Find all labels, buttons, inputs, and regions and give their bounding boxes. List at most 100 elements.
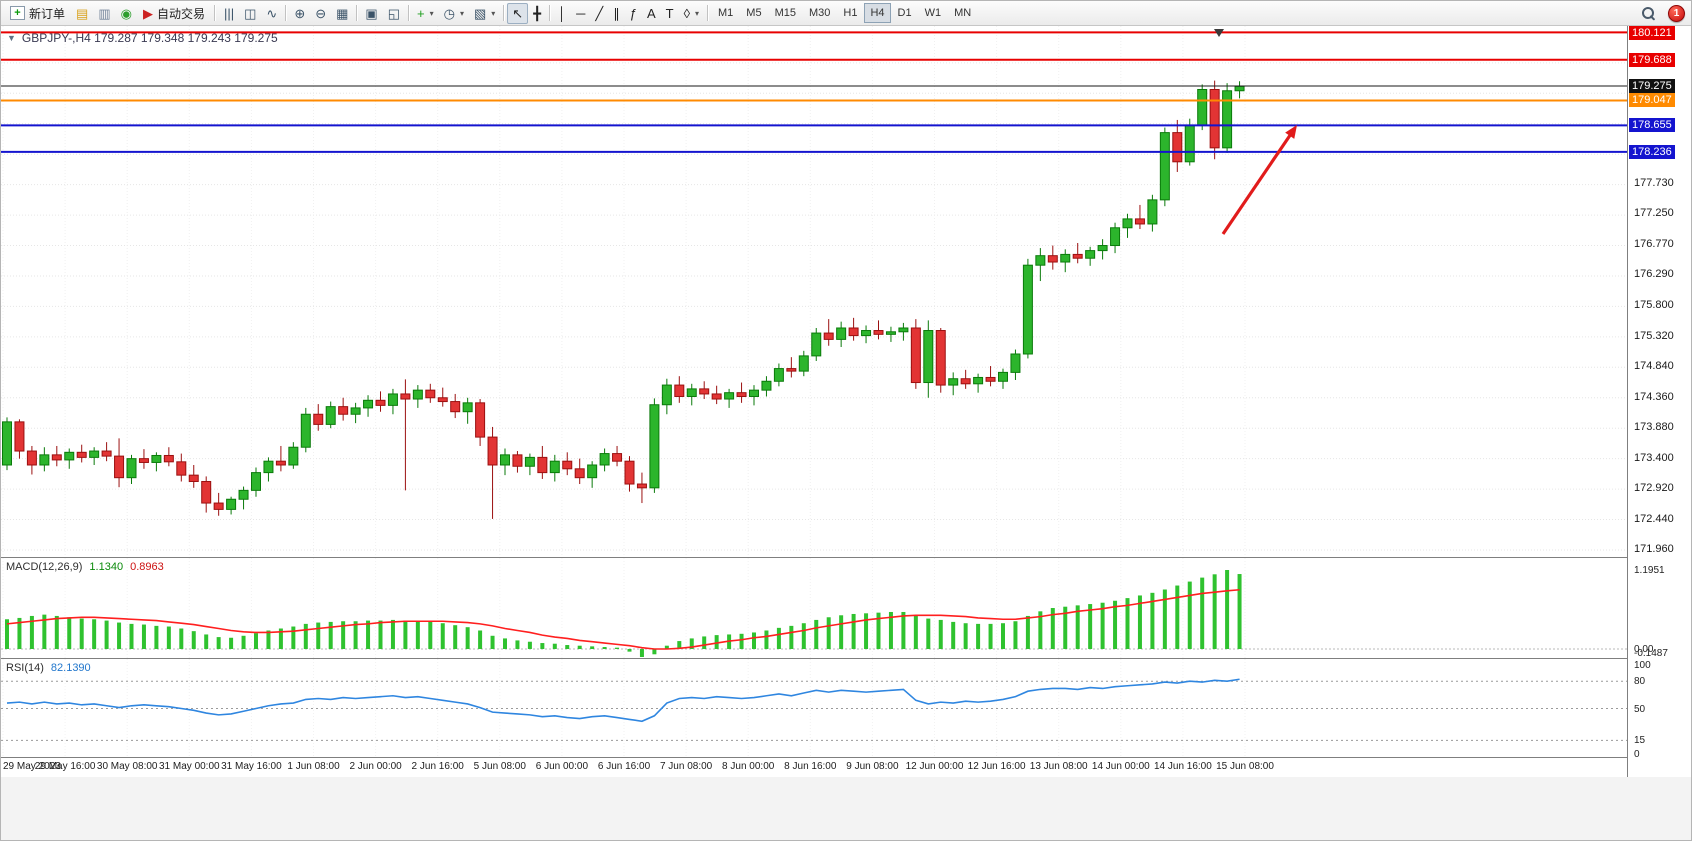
autotrading-button[interactable]: ▶ 自动交易 [138, 3, 210, 24]
timeframe-m30-button[interactable]: M30 [803, 3, 836, 23]
crosshair-button[interactable]: ╋ [528, 3, 546, 24]
candle-body [375, 399, 386, 406]
macd-histogram-bar [565, 645, 570, 649]
chart-shift-marker[interactable] [1214, 29, 1224, 37]
line-chart-icon: ∿ [266, 5, 278, 21]
candle-body [350, 407, 361, 415]
timeframe-m1-button[interactable]: M1 [712, 3, 739, 23]
timeframe-mn-button[interactable]: MN [948, 3, 977, 23]
candle-body [201, 480, 212, 504]
cascade-windows-button[interactable]: ◱ [383, 3, 405, 24]
timeframe-d1-button[interactable]: D1 [892, 3, 918, 23]
candle-body [973, 376, 984, 385]
timeframe-m5-button[interactable]: M5 [740, 3, 767, 23]
rsi-panel[interactable]: RSI(14) 82.1390 [1, 658, 1627, 757]
macd-histogram-bar [1001, 623, 1005, 649]
add-indicator-button[interactable]: + ▾ [412, 3, 439, 24]
time-axis-label: 30 May 08:00 [96, 761, 158, 772]
bar-chart-button[interactable]: ||| [219, 3, 239, 24]
candle-body [960, 378, 971, 385]
price-tick-label: 171.960 [1634, 542, 1674, 555]
time-axis-label: 13 Jun 08:00 [1029, 761, 1088, 772]
macd-histogram-bar [5, 619, 9, 649]
tile-windows-button[interactable]: ▦ [331, 3, 353, 24]
timeframe-w1-button[interactable]: W1 [919, 3, 948, 23]
autotrading-icon: ▶ [142, 5, 153, 21]
fibonacci-button[interactable]: ƒ [625, 3, 642, 24]
horizontal-line-button[interactable]: ─ [571, 3, 590, 24]
macd-histogram-bar [864, 613, 869, 649]
vertical-line-button[interactable]: │ [553, 3, 571, 24]
line-chart-button[interactable]: ∿ [261, 3, 282, 24]
print-button[interactable]: ▥ [93, 3, 115, 24]
text-button[interactable]: A [642, 3, 661, 24]
macd-histogram-bar [527, 641, 532, 649]
text-label-button[interactable]: T [661, 3, 679, 24]
main-chart-svg[interactable] [1, 26, 1627, 557]
candle-body [612, 453, 623, 462]
arrange-windows-button[interactable]: ▣ [360, 3, 382, 24]
main-chart-panel[interactable]: ▼ GBPJPY-,H4 179.287 179.348 179.243 179… [1, 26, 1627, 557]
toolbar-separator [408, 5, 410, 21]
market-watch-button[interactable]: ▤ [71, 3, 93, 24]
price-axis[interactable]: 177.730 177.250 176.770 176.290 175.800 175.3… [1627, 26, 1691, 777]
rsi-label: RSI(14) [6, 662, 44, 674]
rsi-axis-label: 0 [1634, 749, 1640, 760]
candle-body [89, 450, 100, 458]
candle-body [338, 406, 349, 415]
one-click-trading-toggle[interactable]: ▼ [7, 32, 16, 43]
new-order-button[interactable]: + 新订单 [5, 3, 70, 24]
zoom-out-button[interactable]: ⊖ [310, 3, 331, 24]
objects-dropdown-button[interactable]: ◊ ▾ [679, 3, 704, 24]
macd-histogram-bar [664, 645, 669, 650]
macd-histogram-bar [976, 623, 981, 649]
price-level-label: 178.655 [1629, 118, 1675, 133]
candle-body [450, 401, 461, 413]
cursor-button[interactable]: ↖ [507, 2, 529, 24]
trendline-button[interactable]: ╱ [590, 3, 608, 24]
candle-body [1134, 218, 1145, 225]
price-tick-label: 172.440 [1634, 512, 1674, 525]
toolbar-left-icons-group: ▤ ▥ ◉ [71, 3, 137, 24]
period-selector-button[interactable]: ◷ ▾ [439, 3, 469, 24]
notification-badge[interactable]: 1 [1668, 4, 1685, 22]
timeframe-h4-button[interactable]: H4 [864, 3, 891, 23]
candle-body [1122, 218, 1133, 229]
candle-body [948, 378, 959, 386]
macd-histogram-bar [826, 617, 831, 649]
time-axis[interactable]: 29 May 2023 29 May 16:00 30 May 08:00 31 Ma… [1, 757, 1627, 777]
period-selector-icon: ◷ [443, 5, 455, 21]
macd-histogram-bar [353, 621, 358, 649]
candlestick-chart-button[interactable]: ◫ [239, 3, 261, 24]
candle-body [636, 483, 647, 489]
candle-body [363, 399, 374, 409]
candle-body [101, 450, 112, 457]
price-tick-label: 175.320 [1634, 329, 1674, 342]
macd-axis-label: 0.00 [1634, 644, 1654, 655]
macd-histogram-bar [552, 643, 557, 649]
fibonacci-icon: ƒ [629, 5, 637, 21]
bar-chart-icon: ||| [223, 5, 235, 21]
timeframe-h1-button[interactable]: H1 [837, 3, 863, 23]
community-button[interactable]: ◉ [116, 3, 137, 24]
candle-body [1172, 132, 1183, 163]
timeframe-m15-button[interactable]: M15 [769, 3, 802, 23]
macd-histogram-bar [503, 638, 507, 649]
macd-panel[interactable]: MACD(12,26,9) 1.1340 0.8963 [1, 557, 1627, 658]
candle-body [300, 413, 311, 448]
candle-body [1159, 132, 1170, 201]
rsi-axis-label: 15 [1634, 735, 1646, 747]
template-button[interactable]: ▧ ▾ [469, 3, 500, 24]
macd-histogram-bar [204, 634, 209, 649]
candle-body [151, 454, 162, 463]
search-icon[interactable] [1641, 6, 1656, 21]
equidistant-channel-button[interactable]: ∥ [608, 3, 625, 24]
macd-histogram-bar [926, 618, 931, 649]
macd-histogram-bar [241, 635, 246, 649]
candle-body [985, 376, 996, 382]
zoom-in-button[interactable]: ⊕ [289, 3, 310, 24]
tile-windows-icon: ▦ [336, 5, 349, 21]
annotation-arrow-head[interactable] [1285, 125, 1297, 139]
candle-body [412, 389, 423, 400]
annotation-arrow-line[interactable] [1221, 130, 1294, 235]
